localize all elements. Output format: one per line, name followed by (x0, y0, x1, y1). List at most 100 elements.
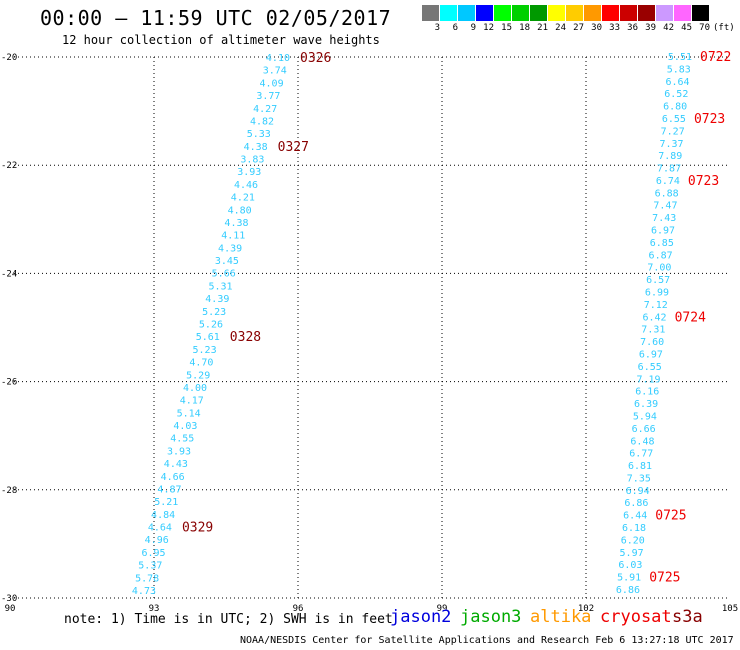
wave-height-label: 6.80 (663, 102, 687, 113)
wave-height-label: 4.70 (189, 358, 213, 369)
footer-credit: NOAA/NESDIS Center for Satellite Applica… (240, 635, 734, 646)
legend-swatch (494, 5, 512, 21)
wave-height-label: 4.43 (164, 459, 188, 470)
wave-height-label: 4.96 (145, 535, 169, 546)
wave-height-label: 3.83 (240, 155, 264, 166)
wave-height-label: 6.97 (639, 349, 663, 360)
legend-swatch (458, 5, 476, 21)
legend-swatch (476, 5, 494, 21)
wave-height-label: 4.09 (260, 78, 284, 89)
wave-height-label: 3.93 (167, 446, 191, 457)
wave-height-label: 6.87 (649, 250, 673, 261)
legend-value: 33 (609, 23, 620, 33)
wave-height-label: 5.78 (135, 573, 159, 584)
wave-height-label: 7.89 (658, 151, 682, 162)
wave-height-label: 4.46 (234, 180, 258, 191)
wave-height-label: 7.87 (657, 164, 681, 175)
wave-height-label: 6.48 (630, 436, 654, 447)
pass-time-label: 0723 (688, 174, 719, 189)
legend-value: 9 (470, 23, 476, 33)
track-layer: 4.103.744.093.774.274.825.334.383.833.93… (132, 50, 731, 597)
pass-time-label: 0724 (675, 310, 706, 325)
wave-height-label: 5.21 (154, 497, 178, 508)
pass-time-label: 0723 (694, 112, 725, 127)
lon-tick-label: 102 (578, 604, 594, 614)
wave-height-label: 3.45 (215, 256, 239, 267)
wave-height-label: 6.81 (628, 461, 652, 472)
legend-swatch (548, 5, 566, 21)
wave-height-label: 4.80 (228, 205, 252, 216)
wave-height-label: 5.14 (177, 408, 201, 419)
wave-height-label: 5.31 (208, 281, 232, 292)
lat-tick-label: -22 (1, 161, 17, 171)
footer-note: note: 1) Time is in UTC; 2) SWH is in fe… (64, 612, 393, 627)
pass-time-label: 0329 (182, 521, 213, 536)
wave-height-label: 5.97 (620, 548, 644, 559)
lon-tick-label: 93 (149, 604, 160, 614)
wave-height-label: 6.97 (651, 226, 675, 237)
legend-value: 70 (699, 23, 710, 33)
wave-height-label: 5.37 (138, 561, 162, 572)
legend-unit: (ft) (713, 23, 735, 33)
wave-height-label: 4.00 (183, 383, 207, 394)
lon-tick-label: 105 (722, 604, 738, 614)
pass-time-label: 0328 (230, 330, 261, 345)
track-1: 4.103.744.093.774.274.825.334.383.833.93… (132, 51, 331, 597)
wave-height-label: 5.83 (667, 64, 691, 75)
wave-height-label: 5.26 (199, 320, 223, 331)
legend-value: 24 (555, 23, 566, 33)
wave-height-label: 6.86 (616, 585, 640, 596)
wave-height-label: 6.20 (621, 535, 645, 546)
wave-height-label: 3.74 (263, 66, 287, 77)
pass-time-label: 0725 (649, 571, 680, 586)
wave-height-label: 6.99 (645, 288, 669, 299)
wave-height-label: 4.82 (250, 116, 274, 127)
wave-height-label: 7.37 (659, 139, 683, 150)
wave-height-label: 4.39 (205, 294, 229, 305)
wave-height-label: 7.47 (653, 201, 677, 212)
wave-height-label: 6.18 (622, 523, 646, 534)
wave-height-label: 5.33 (247, 129, 271, 140)
satellite-jason3: jason3 (460, 607, 522, 627)
wave-height-label: 4.64 (148, 523, 172, 534)
wave-height-label: 6.94 (626, 486, 650, 497)
legend-swatch (602, 5, 620, 21)
grid-layer (14, 56, 730, 599)
wave-height-label: 6.03 (618, 560, 642, 571)
legend-swatch (674, 5, 692, 21)
legend-swatch (656, 5, 674, 21)
legend-value: 45 (681, 23, 692, 33)
map-title: 00:00 – 11:59 UTC 02/05/2017 (40, 6, 392, 30)
wave-height-label: 6.85 (650, 238, 674, 249)
lon-tick-label: 90 (5, 604, 16, 614)
satellite-altika: altika (530, 607, 592, 627)
wave-height-label: 4.38 (224, 218, 248, 229)
lat-tick-label: -28 (1, 486, 17, 496)
wave-height-label: 4.87 (157, 484, 181, 495)
wave-height-label: 5.61 (196, 332, 220, 343)
wave-height-label: 4.66 (161, 472, 185, 483)
map-subtitle: 12 hour collection of altimeter wave hei… (62, 33, 380, 47)
legend-swatch (512, 5, 530, 21)
wave-height-label: 6.52 (664, 89, 688, 100)
wave-height-label: 4.03 (173, 421, 197, 432)
legend-swatch (566, 5, 584, 21)
satellite-cryosat: cryosat (600, 607, 672, 627)
wave-height-label: 4.27 (253, 104, 277, 115)
wave-height-label: 7.43 (652, 213, 676, 224)
wave-height-label: 5.29 (186, 370, 210, 381)
wave-height-label: 7.60 (640, 337, 664, 348)
wave-height-label: 5.23 (193, 345, 217, 356)
legend-value: 30 (591, 23, 602, 33)
wave-height-label: 4.55 (170, 434, 194, 445)
legend-value: 15 (501, 23, 512, 33)
wave-height-label: 5.23 (202, 307, 226, 318)
wave-height-label: 4.21 (231, 193, 255, 204)
wave-height-label: 7.35 (627, 473, 651, 484)
wave-height-label: 5.66 (212, 269, 236, 280)
wave-height-label: 6.74 (656, 176, 680, 187)
wave-height-label: 3.77 (256, 91, 280, 102)
wave-height-label: 6.55 (638, 362, 662, 373)
wave-height-label: 4.17 (180, 396, 204, 407)
wave-height-label: 7.19 (636, 374, 660, 385)
